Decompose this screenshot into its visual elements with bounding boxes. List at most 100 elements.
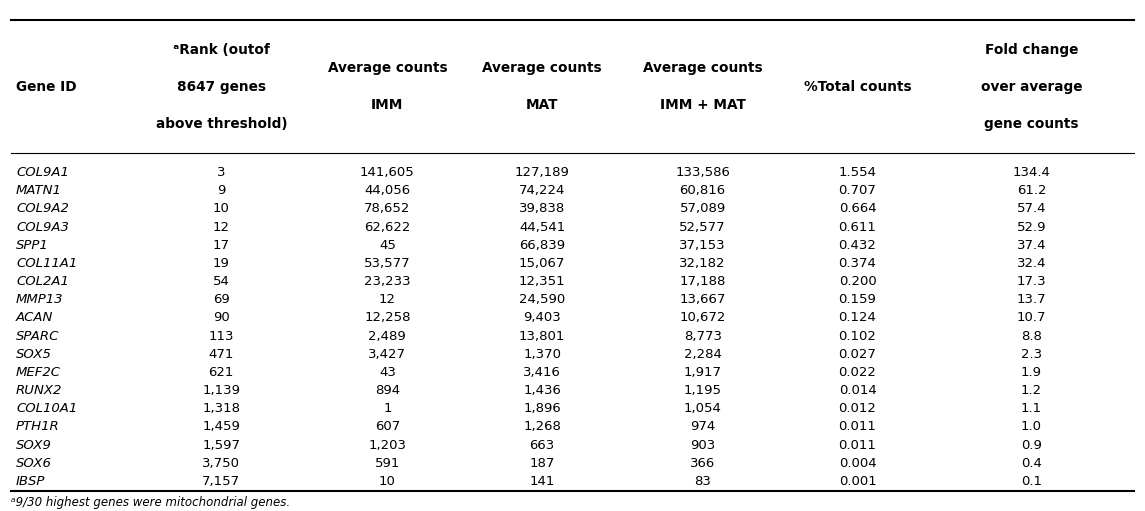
Text: IMM + MAT: IMM + MAT <box>660 98 745 112</box>
Text: 0.014: 0.014 <box>838 384 876 397</box>
Text: 32,182: 32,182 <box>679 257 726 270</box>
Text: 0.011: 0.011 <box>838 438 876 452</box>
Text: 37.4: 37.4 <box>1017 239 1047 252</box>
Text: 974: 974 <box>690 421 716 433</box>
Text: 12: 12 <box>213 221 230 234</box>
Text: 13,667: 13,667 <box>679 293 726 306</box>
Text: 1.554: 1.554 <box>838 166 877 179</box>
Text: 83: 83 <box>694 475 711 488</box>
Text: SPARC: SPARC <box>16 330 60 342</box>
Text: 15,067: 15,067 <box>519 257 566 270</box>
Text: 894: 894 <box>374 384 400 397</box>
Text: over average: over average <box>980 80 1082 94</box>
Text: COL2A1: COL2A1 <box>16 275 69 288</box>
Text: 2,284: 2,284 <box>684 348 721 361</box>
Text: 0.012: 0.012 <box>838 402 876 415</box>
Text: 19: 19 <box>213 257 230 270</box>
Text: 607: 607 <box>374 421 400 433</box>
Text: 23,233: 23,233 <box>364 275 411 288</box>
Text: 0.102: 0.102 <box>838 330 876 342</box>
Text: 113: 113 <box>208 330 234 342</box>
Text: 13.7: 13.7 <box>1017 293 1047 306</box>
Text: COL11A1: COL11A1 <box>16 257 77 270</box>
Text: RUNX2: RUNX2 <box>16 384 63 397</box>
Text: 1,203: 1,203 <box>369 438 406 452</box>
Text: 2.3: 2.3 <box>1021 348 1042 361</box>
Text: COL9A2: COL9A2 <box>16 202 69 216</box>
Text: 62,622: 62,622 <box>364 221 411 234</box>
Text: 9: 9 <box>218 184 226 197</box>
Text: COL9A3: COL9A3 <box>16 221 69 234</box>
Text: 141,605: 141,605 <box>360 166 414 179</box>
Text: 43: 43 <box>379 366 396 379</box>
Text: 12,351: 12,351 <box>519 275 566 288</box>
Text: 3,750: 3,750 <box>203 457 240 470</box>
Text: 57.4: 57.4 <box>1017 202 1047 216</box>
Text: 1,896: 1,896 <box>523 402 561 415</box>
Text: ACAN: ACAN <box>16 312 54 324</box>
Text: 45: 45 <box>379 239 396 252</box>
Text: COL9A1: COL9A1 <box>16 166 69 179</box>
Text: 10.7: 10.7 <box>1017 312 1047 324</box>
Text: 127,189: 127,189 <box>515 166 570 179</box>
Text: 0.022: 0.022 <box>838 366 876 379</box>
Text: 1.9: 1.9 <box>1021 366 1042 379</box>
Text: SOX5: SOX5 <box>16 348 52 361</box>
Text: 10,672: 10,672 <box>679 312 726 324</box>
Text: 44,541: 44,541 <box>519 221 566 234</box>
Text: 0.707: 0.707 <box>838 184 876 197</box>
Text: IMM: IMM <box>371 98 403 112</box>
Text: 0.1: 0.1 <box>1021 475 1042 488</box>
Text: 1,054: 1,054 <box>684 402 721 415</box>
Text: 8.8: 8.8 <box>1021 330 1042 342</box>
Text: %Total counts: %Total counts <box>804 80 911 94</box>
Text: 0.004: 0.004 <box>838 457 876 470</box>
Text: ᵃ9/30 highest genes were mitochondrial genes.: ᵃ9/30 highest genes were mitochondrial g… <box>11 496 291 508</box>
Text: 663: 663 <box>530 438 555 452</box>
Text: 39,838: 39,838 <box>519 202 566 216</box>
Text: 3,427: 3,427 <box>369 348 406 361</box>
Text: 1,318: 1,318 <box>203 402 240 415</box>
Text: 1,195: 1,195 <box>684 384 721 397</box>
Text: 187: 187 <box>529 457 555 470</box>
Text: 1,268: 1,268 <box>523 421 561 433</box>
Text: 1,597: 1,597 <box>203 438 240 452</box>
Text: 0.611: 0.611 <box>838 221 876 234</box>
Text: 44,056: 44,056 <box>364 184 410 197</box>
Text: 24,590: 24,590 <box>519 293 566 306</box>
Text: COL10A1: COL10A1 <box>16 402 77 415</box>
Text: 52.9: 52.9 <box>1017 221 1047 234</box>
Text: 1,436: 1,436 <box>523 384 561 397</box>
Text: 0.159: 0.159 <box>838 293 876 306</box>
Text: 0.027: 0.027 <box>838 348 876 361</box>
Text: 54: 54 <box>213 275 230 288</box>
Text: SOX9: SOX9 <box>16 438 52 452</box>
Text: 10: 10 <box>213 202 230 216</box>
Text: 471: 471 <box>208 348 234 361</box>
Text: 32.4: 32.4 <box>1017 257 1047 270</box>
Text: 60,816: 60,816 <box>680 184 726 197</box>
Text: 366: 366 <box>690 457 716 470</box>
Text: 61.2: 61.2 <box>1017 184 1047 197</box>
Text: 1,917: 1,917 <box>684 366 721 379</box>
Text: ᵃRank (outof: ᵃRank (outof <box>173 43 270 57</box>
Text: 8,773: 8,773 <box>684 330 721 342</box>
Text: SOX6: SOX6 <box>16 457 52 470</box>
Text: MEF2C: MEF2C <box>16 366 61 379</box>
Text: 52,577: 52,577 <box>679 221 726 234</box>
Text: 3,416: 3,416 <box>523 366 561 379</box>
Text: 8647 genes: 8647 genes <box>176 80 266 94</box>
Text: MMP13: MMP13 <box>16 293 63 306</box>
Text: PTH1R: PTH1R <box>16 421 60 433</box>
Text: MAT: MAT <box>526 98 559 112</box>
Text: above threshold): above threshold) <box>156 117 287 131</box>
Text: 69: 69 <box>213 293 230 306</box>
Text: Average counts: Average counts <box>327 61 448 76</box>
Text: 53,577: 53,577 <box>364 257 411 270</box>
Text: Average counts: Average counts <box>642 61 763 76</box>
Text: 17: 17 <box>213 239 230 252</box>
Text: 591: 591 <box>374 457 400 470</box>
Text: 57,089: 57,089 <box>679 202 726 216</box>
Text: 134.4: 134.4 <box>1012 166 1050 179</box>
Text: 0.4: 0.4 <box>1021 457 1042 470</box>
